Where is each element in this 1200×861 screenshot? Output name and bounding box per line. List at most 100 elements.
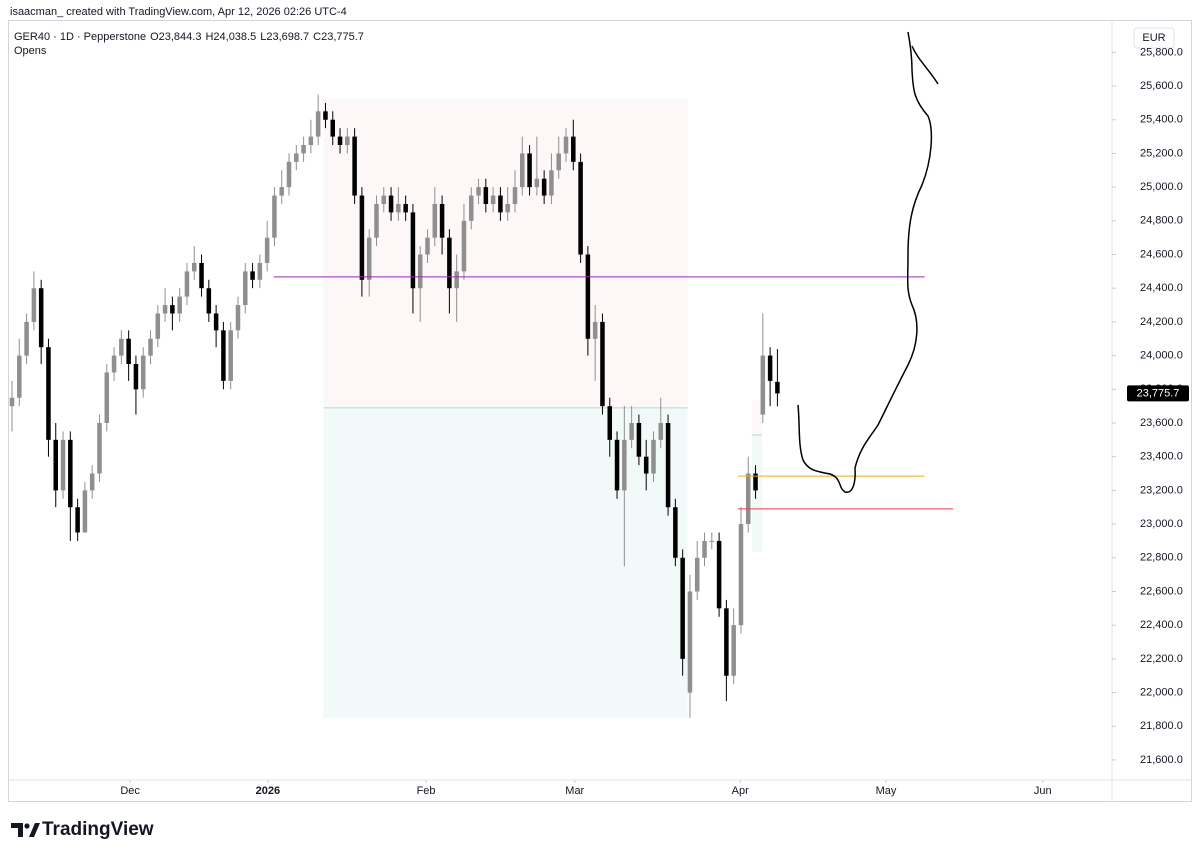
- candle-body: [359, 195, 365, 280]
- candle-body: [17, 355, 22, 398]
- candle-body: [425, 237, 430, 255]
- candle-body: [352, 136, 357, 196]
- candle-body: [541, 178, 547, 196]
- candle-body: [651, 439, 656, 474]
- y-tick-label: 24,000.0: [1140, 350, 1183, 362]
- candle-body: [490, 195, 496, 204]
- candle-body: [133, 364, 139, 390]
- y-tick-label: 23,600.0: [1140, 417, 1183, 429]
- candle-body: [483, 187, 489, 204]
- candle-body: [140, 355, 146, 390]
- candle-body: [250, 271, 255, 280]
- candle-body: [46, 347, 51, 440]
- y-tick-label: 23,200.0: [1140, 484, 1183, 496]
- candle-body: [731, 625, 736, 676]
- candle-body: [257, 262, 263, 280]
- candle-body: [235, 305, 241, 331]
- candle-body: [563, 136, 569, 154]
- y-tick-label: 24,400.0: [1140, 282, 1183, 294]
- candle-body: [345, 136, 350, 146]
- candle-body: [286, 161, 292, 188]
- candle-body: [724, 608, 729, 676]
- y-tick-label: 24,800.0: [1140, 215, 1183, 227]
- candle-body: [571, 136, 576, 162]
- candle-body: [221, 330, 226, 381]
- candle-body: [614, 439, 620, 491]
- candle-body: [75, 507, 80, 533]
- candle-body: [600, 321, 605, 407]
- x-tick-label: Feb: [417, 785, 436, 797]
- candle-body: [607, 406, 613, 440]
- candle-body: [31, 288, 37, 322]
- candle-body: [170, 305, 175, 314]
- candle-body: [410, 212, 416, 289]
- currency-box[interactable]: [1133, 27, 1175, 49]
- ohlc-value: H24,038.5: [205, 31, 256, 43]
- target-zone: [323, 407, 688, 718]
- candle-body: [592, 321, 598, 339]
- y-tick-label: 22,400.0: [1140, 619, 1183, 631]
- candle-body: [228, 330, 233, 381]
- candle-body: [520, 153, 525, 188]
- candle-body: [396, 203, 401, 213]
- candle-body: [155, 313, 161, 339]
- last-price-box: [1127, 385, 1189, 402]
- candle-body: [673, 507, 678, 558]
- x-tick-label: Jun: [1034, 785, 1052, 797]
- y-tick-label: 21,600.0: [1140, 754, 1183, 766]
- ohlc-value: L23,698.7: [260, 31, 309, 43]
- x-tick-label: 2026: [256, 785, 280, 797]
- candle-body: [585, 254, 591, 339]
- candle-body: [694, 557, 700, 592]
- candle-body: [636, 422, 642, 457]
- target-zone: [751, 434, 763, 553]
- y-tick-label: 25,800.0: [1140, 46, 1183, 58]
- candle-body: [417, 254, 423, 289]
- candle-body: [775, 381, 780, 394]
- x-tick-label: May: [876, 785, 897, 797]
- candle-body: [767, 355, 773, 381]
- candle-body: [432, 203, 438, 238]
- candle-body: [315, 111, 321, 137]
- candle-body: [498, 195, 503, 213]
- candle-body: [337, 136, 343, 146]
- candle-body: [505, 203, 510, 213]
- candle-body: [60, 439, 66, 491]
- y-tick-label: 25,000.0: [1140, 181, 1183, 193]
- candle-body: [97, 422, 102, 474]
- y-tick-label: 22,800.0: [1140, 552, 1183, 564]
- symbol: GER40 · 1D · Pepperstone: [14, 31, 146, 43]
- candle-body: [243, 271, 248, 306]
- candle-body: [68, 439, 73, 508]
- candle-body: [381, 195, 387, 204]
- candle-body: [301, 145, 306, 154]
- y-tick-label: 23,400.0: [1140, 451, 1183, 463]
- candle-body: [53, 439, 59, 491]
- candle-body: [709, 540, 715, 542]
- candle-body: [665, 422, 671, 508]
- candle-body: [111, 355, 117, 373]
- candle-body: [104, 372, 110, 423]
- candle-body: [213, 313, 219, 331]
- y-tick-label: 25,600.0: [1140, 80, 1183, 92]
- currency[interactable]: EUR: [1142, 32, 1165, 44]
- y-tick-label: 21,800.0: [1140, 720, 1183, 732]
- plot: [9, 51, 1116, 783]
- candle-body: [126, 338, 131, 365]
- candle-body: [9, 397, 15, 407]
- candle-body: [745, 473, 751, 525]
- candle-body: [629, 422, 634, 440]
- candle-body: [447, 237, 452, 289]
- candle-body: [191, 262, 197, 272]
- candle-body: [527, 153, 532, 188]
- candle-body: [82, 490, 88, 533]
- credit: isaacman_ created with TradingView.com, …: [10, 6, 347, 18]
- y-tick-label: 22,600.0: [1140, 585, 1183, 597]
- y-tick-label: 24,600.0: [1140, 248, 1183, 260]
- candle-body: [403, 203, 408, 213]
- y-tick-label: 25,400.0: [1140, 114, 1183, 126]
- hand-drawing: [797, 31, 933, 493]
- ohlc-value: O23,844.3: [150, 31, 201, 43]
